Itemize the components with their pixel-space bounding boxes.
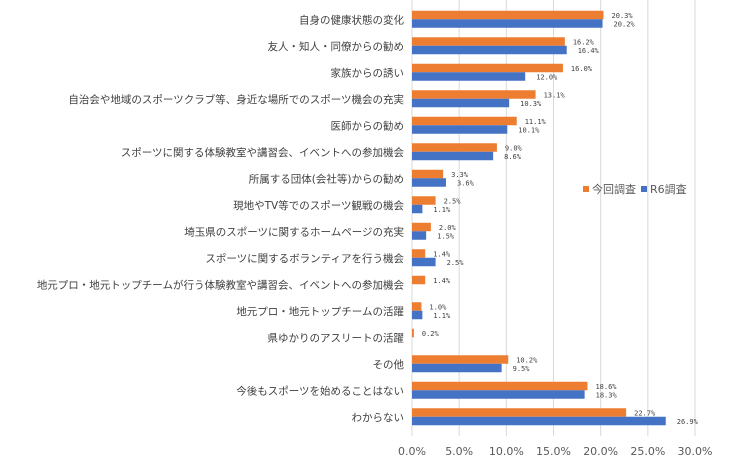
x-tick-label: 25.0% <box>630 445 665 458</box>
bar-r6 <box>412 98 510 108</box>
category-label: 自治会や地域のスポーツクラブ等、身近な場所でのスポーツ機会の充実 <box>68 93 404 106</box>
bar-current <box>412 63 563 73</box>
bar-r6 <box>412 416 666 426</box>
data-label: 1.0% <box>429 303 447 311</box>
bar-current <box>412 143 497 152</box>
data-label: 2.0% <box>439 224 457 232</box>
bar-r6 <box>412 19 603 28</box>
data-label: 22.7% <box>634 409 656 417</box>
bar-current <box>412 328 414 338</box>
category-label: スポーツに関する体験教室や講習会、イベントへの参加機会 <box>121 146 405 159</box>
bar-current <box>412 355 509 364</box>
bar-r6 <box>412 72 526 81</box>
data-label: 3.6% <box>457 179 475 187</box>
bar-current <box>412 169 444 179</box>
bar-current <box>412 275 426 285</box>
data-label: 13.1% <box>544 91 566 99</box>
data-label: 10.2% <box>516 356 538 364</box>
legend-swatch <box>641 186 647 192</box>
bar-r6 <box>412 45 567 55</box>
bar-r6 <box>412 390 585 399</box>
data-label: 11.1% <box>525 118 547 126</box>
bar-r6 <box>412 310 423 320</box>
category-label: 地元プロ・地元トップチームが行う体験教室や講習会、イベントへの参加機会 <box>37 278 405 291</box>
category-label: 県ゆかりのアスリートの活躍 <box>268 332 405 344</box>
bar-current <box>412 90 536 99</box>
bar-current <box>412 381 588 391</box>
data-label: 20.3% <box>611 12 633 20</box>
bar-current <box>412 222 431 232</box>
legend-label: 今回調査 <box>592 182 636 196</box>
category-label: わからない <box>352 412 405 424</box>
x-tick-label: 10.0% <box>489 445 524 458</box>
data-label: 1.1% <box>433 206 451 214</box>
data-label: 0.2% <box>422 330 440 338</box>
category-label: 埼玉県のスポーツに関するホームページの充実 <box>184 225 404 238</box>
x-tick-label: 30.0% <box>678 445 713 458</box>
x-tick-label: 20.0% <box>583 445 618 458</box>
data-label: 1.4% <box>433 277 451 285</box>
category-label: 所属する団体(会社等)からの勧め <box>249 172 404 185</box>
data-label: 1.4% <box>433 250 451 258</box>
category-label: 地元プロ・地元トップチームの活躍 <box>236 305 404 318</box>
data-label: 2.5% <box>444 197 462 205</box>
data-label: 26.9% <box>677 418 699 426</box>
category-label: 家族からの誘い <box>331 66 405 79</box>
bar-current <box>412 408 627 417</box>
data-label: 1.1% <box>433 312 451 320</box>
bar-r6 <box>412 204 423 214</box>
bar-current <box>412 10 604 20</box>
category-label: 今後もスポーツを始めることはない <box>236 384 404 397</box>
bar-r6 <box>412 231 427 240</box>
x-tick-label: 0.0% <box>398 445 426 458</box>
data-label: 10.3% <box>520 100 542 108</box>
category-label: 友人・知人・同僚からの勧め <box>268 40 405 53</box>
legend-swatch <box>583 186 589 192</box>
bar-r6 <box>412 151 494 161</box>
data-label: 2.5% <box>447 259 465 267</box>
data-label: 18.3% <box>596 391 618 399</box>
data-label: 20.2% <box>614 20 636 28</box>
bar-current <box>412 196 436 205</box>
bar-current <box>412 116 517 126</box>
bar-current <box>412 37 565 46</box>
bar-r6 <box>412 178 446 187</box>
data-label: 16.4% <box>578 47 600 55</box>
bar-current <box>412 249 426 258</box>
legend-label: R6調査 <box>650 182 687 196</box>
category-label: 現地やTV等でのスポーツ観戦の機会 <box>233 199 404 212</box>
data-label: 3.3% <box>451 171 469 179</box>
data-label: 16.0% <box>571 65 593 73</box>
data-label: 16.2% <box>573 38 595 46</box>
x-tick-label: 5.0% <box>445 445 473 458</box>
data-label: 10.1% <box>518 126 540 134</box>
category-label: 医師からの勧め <box>331 119 405 132</box>
data-label: 18.6% <box>595 383 617 391</box>
category-label: 自身の健康状態の変化 <box>299 13 404 26</box>
data-label: 9.5% <box>513 365 531 373</box>
data-label: 1.5% <box>437 232 455 240</box>
category-label: スポーツに関するボランティアを行う機会 <box>205 252 404 265</box>
category-label: その他 <box>373 358 405 371</box>
data-label: 12.0% <box>536 73 558 81</box>
x-tick-label: 15.0% <box>536 445 571 458</box>
bar-current <box>412 302 422 311</box>
data-label: 8.6% <box>504 153 522 161</box>
bar-r6 <box>412 257 436 267</box>
data-label: 9.0% <box>505 144 523 152</box>
bar-r6 <box>412 363 502 373</box>
bar-r6 <box>412 125 508 134</box>
